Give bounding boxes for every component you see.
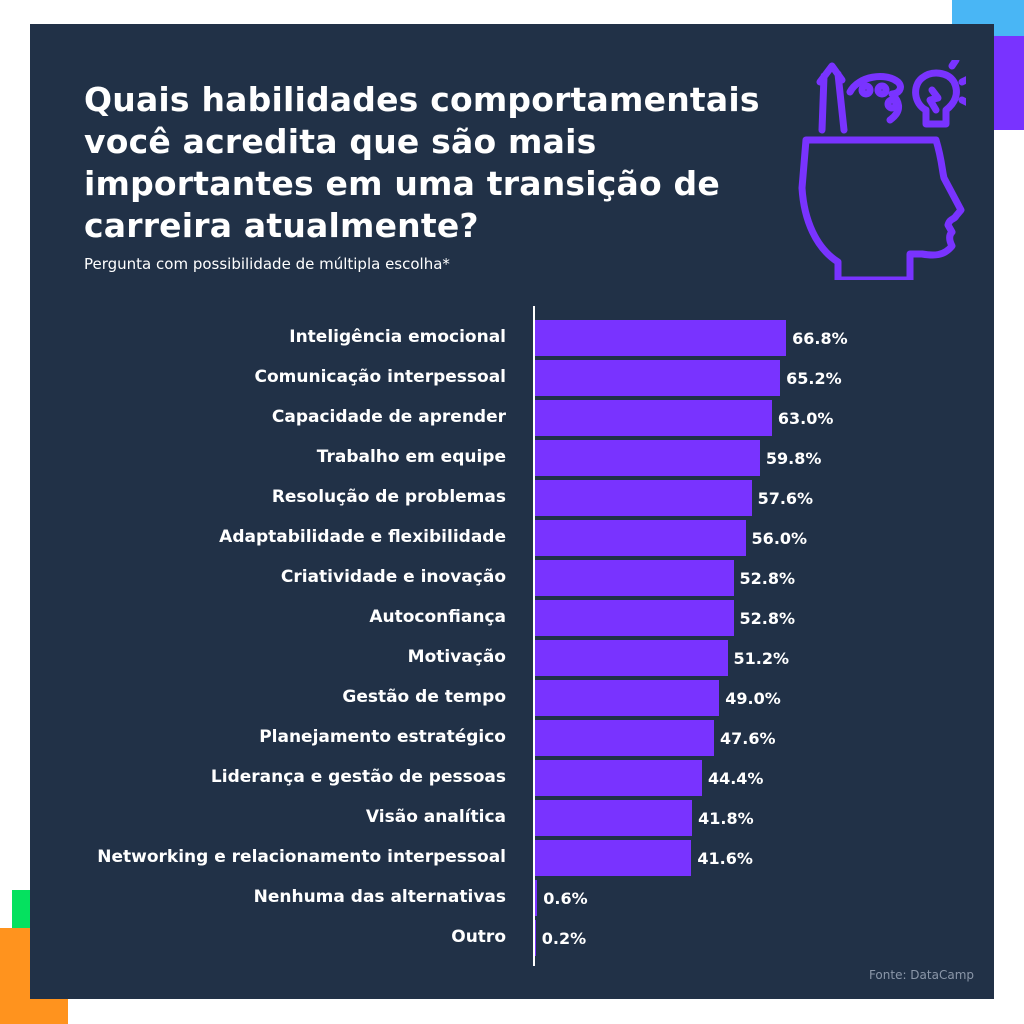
chart-axis-line bbox=[533, 306, 535, 966]
bar bbox=[535, 320, 787, 356]
chart-card: Quais habilidades comportamentais você a… bbox=[30, 24, 994, 999]
chart-title: Quais habilidades comportamentais você a… bbox=[84, 80, 760, 245]
value-label: 63.0% bbox=[777, 409, 834, 428]
category-label: Motivação bbox=[407, 647, 506, 667]
category-label: Networking e relacionamento interpessoal bbox=[97, 847, 506, 867]
category-label: Nenhuma das alternativas bbox=[253, 887, 506, 907]
category-label: Resolução de problemas bbox=[271, 487, 506, 507]
bar bbox=[535, 560, 734, 596]
bar bbox=[535, 400, 772, 436]
category-label: Capacidade de aprender bbox=[271, 407, 506, 427]
value-label: 41.8% bbox=[698, 809, 754, 828]
bar bbox=[535, 720, 714, 756]
category-label: Adaptabilidade e flexibilidade bbox=[219, 527, 506, 547]
category-label: Trabalho em equipe bbox=[316, 447, 506, 467]
value-label: 66.8% bbox=[792, 329, 848, 348]
value-label: 52.8% bbox=[739, 609, 796, 628]
value-label: 65.2% bbox=[786, 369, 842, 388]
bar bbox=[535, 360, 781, 396]
value-label: 49.0% bbox=[725, 689, 781, 708]
value-label: 0.6% bbox=[543, 889, 588, 908]
category-label: Autoconfiança bbox=[369, 607, 506, 627]
edge-accent-purple bbox=[994, 36, 1024, 130]
value-label: 57.6% bbox=[757, 489, 814, 508]
category-label: Liderança e gestão de pessoas bbox=[210, 767, 506, 787]
bar bbox=[535, 840, 692, 876]
bar bbox=[535, 760, 702, 796]
value-label: 51.2% bbox=[733, 649, 790, 668]
chart-source: Fonte: DataCamp bbox=[868, 968, 974, 982]
category-label: Planejamento estratégico bbox=[259, 727, 506, 747]
bar bbox=[535, 600, 734, 636]
category-label: Visão analítica bbox=[365, 807, 506, 827]
bar bbox=[535, 680, 720, 716]
head-with-ideas-icon bbox=[798, 60, 966, 280]
category-label: Criatividade e inovação bbox=[280, 567, 506, 587]
value-label: 52.8% bbox=[739, 569, 796, 588]
bar bbox=[535, 800, 693, 836]
category-label: Outro bbox=[451, 927, 506, 947]
category-label: Comunicação interpessoal bbox=[254, 367, 506, 387]
bar bbox=[535, 440, 760, 476]
chart-subtitle: Pergunta com possibilidade de múltipla e… bbox=[84, 255, 450, 273]
value-label: 47.6% bbox=[719, 729, 776, 748]
bar bbox=[535, 480, 752, 516]
bar bbox=[535, 640, 728, 676]
value-label: 44.4% bbox=[707, 769, 764, 788]
bar bbox=[535, 520, 746, 556]
category-label: Inteligência emocional bbox=[289, 327, 506, 347]
bar bbox=[535, 880, 538, 916]
bar-chart: Inteligência emocional 66.8% Comunicação i… bbox=[30, 24, 994, 999]
bar bbox=[535, 920, 536, 956]
value-label: 56.0% bbox=[751, 529, 808, 548]
value-label: 41.6% bbox=[697, 849, 753, 868]
value-label: 59.8% bbox=[765, 449, 822, 468]
category-label: Gestão de tempo bbox=[342, 687, 506, 707]
corner-accent-green bbox=[12, 890, 32, 928]
value-label: 0.2% bbox=[541, 929, 587, 948]
